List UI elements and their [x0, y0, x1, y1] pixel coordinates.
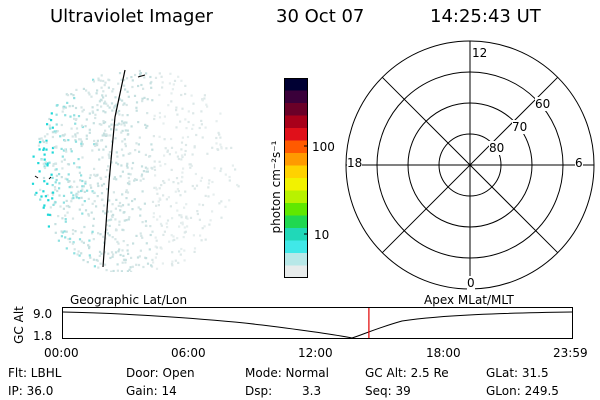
- colorbar-band: [284, 165, 308, 179]
- altplot-y-tick-high: 9.0: [33, 307, 53, 321]
- colorbar-band: [284, 178, 308, 192]
- info-seq: Seq: 39: [365, 384, 411, 398]
- x-tick-2359: 23:59: [553, 346, 588, 360]
- color-scale-bar: [284, 78, 308, 278]
- polar-label-6: 6: [575, 156, 583, 170]
- colorbar-band: [284, 115, 308, 129]
- altplot-y-axis-label: GC Alt: [12, 306, 26, 344]
- colorbar-band: [284, 253, 308, 267]
- polar-label-0: 0: [467, 276, 475, 290]
- colorbar-band: [284, 103, 308, 117]
- polar-label-60: 60: [535, 97, 551, 111]
- colorbar-band: [284, 140, 308, 154]
- colorbar-band: [284, 78, 308, 92]
- info-dsp-value: 3.3: [302, 384, 322, 398]
- info-gain: Gain: 14: [126, 384, 177, 398]
- limb-mark: [137, 74, 146, 78]
- colorbar-tick-10-label: 10: [314, 228, 330, 242]
- x-tick-1200: 12:00: [298, 346, 333, 360]
- info-gc-alt: GC Alt: 2.5 Re: [365, 366, 449, 380]
- altplot-left-label: Geographic Lat/Lon: [70, 293, 188, 307]
- polar-grid: [345, 40, 595, 290]
- info-glat: GLat: 31.5: [486, 366, 549, 380]
- info-flt: Flt: LBHL: [8, 366, 62, 380]
- polar-label-80: 80: [489, 141, 505, 155]
- info-dsp-label: Dsp:: [245, 384, 273, 398]
- instrument-title: Ultraviolet Imager: [50, 6, 213, 27]
- polar-label-70: 70: [512, 120, 528, 134]
- x-tick-0600: 06:00: [171, 346, 206, 360]
- colorbar-tick-100-label: 100: [312, 140, 335, 154]
- colorbar-band: [284, 90, 308, 104]
- info-mode: Mode: Normal: [245, 366, 329, 380]
- altplot-right-label: Apex MLat/MLT: [424, 293, 514, 307]
- info-door: Door: Open: [126, 366, 195, 380]
- polar-label-12: 12: [472, 46, 488, 60]
- colorbar-band: [284, 203, 308, 217]
- coast-mark-1: [34, 175, 39, 179]
- coast-mark-2: [48, 176, 52, 180]
- colorbar-band: [284, 240, 308, 254]
- colorbar-unit-label: photon cm⁻²s⁻¹: [269, 140, 283, 234]
- observation-time: 14:25:43 UT: [430, 6, 541, 27]
- colorbar-band: [284, 228, 308, 242]
- info-ip: IP: 36.0: [8, 384, 54, 398]
- colorbar-band: [284, 190, 308, 204]
- observation-date: 30 Oct 07: [276, 6, 365, 27]
- x-tick-1800: 18:00: [426, 346, 461, 360]
- colorbar-band: [284, 153, 308, 167]
- x-tick-0000: 00:00: [44, 346, 79, 360]
- uv-earth-image: [31, 69, 240, 272]
- colorbar-band: [284, 265, 308, 278]
- polar-line-diag-2: [381, 76, 559, 254]
- polar-label-18: 18: [347, 156, 363, 170]
- colorbar-band: [284, 128, 308, 142]
- altplot-y-tick-low: 1.8: [33, 329, 53, 343]
- altitude-curve: [62, 311, 573, 339]
- info-glon: GLon: 249.5: [486, 384, 559, 398]
- altitude-plot: [62, 307, 573, 339]
- altplot-frame: [62, 307, 573, 339]
- terminator-line: [102, 69, 126, 268]
- colorbar-band: [284, 215, 308, 229]
